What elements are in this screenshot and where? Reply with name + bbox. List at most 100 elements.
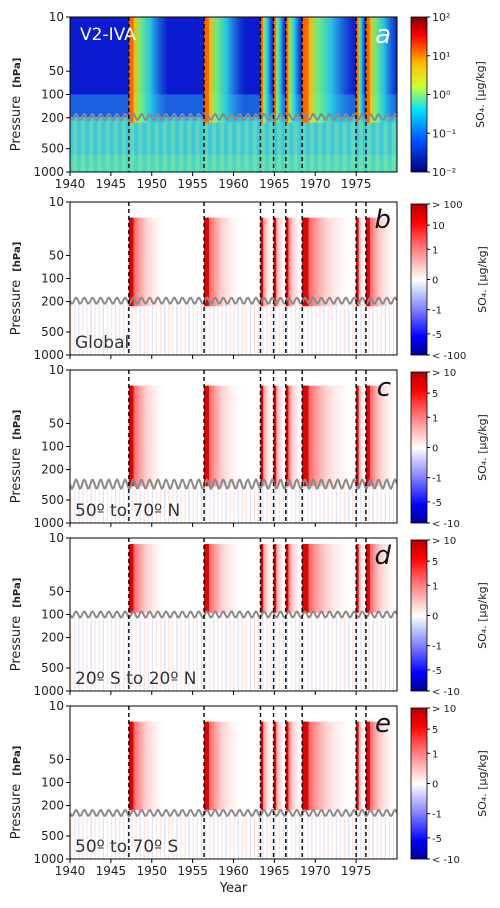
plume-core	[260, 217, 263, 307]
plume-core	[365, 721, 370, 811]
plot-area-c	[70, 370, 397, 523]
plume-core	[273, 217, 277, 307]
noise-streak	[221, 302, 223, 355]
noise-streak	[82, 302, 84, 355]
y-axis-label: Pressure [hPa]	[9, 578, 24, 672]
sulfate-plume	[365, 385, 397, 487]
noise-streak	[360, 486, 362, 523]
y-tick-label: 1000	[33, 852, 64, 866]
noise-streak	[278, 814, 280, 859]
noise-streak	[372, 302, 374, 355]
noise-streak	[86, 302, 88, 355]
noise-streak	[127, 814, 129, 859]
noise-streak	[331, 814, 333, 859]
y-axis-label-text: Pressure	[9, 280, 24, 336]
noise-streak	[180, 302, 182, 355]
noise-streak	[159, 616, 162, 691]
noise-streak	[274, 616, 276, 691]
noise-streak	[184, 616, 186, 691]
noise-streak	[282, 616, 284, 691]
noise-streak	[176, 486, 178, 523]
noise-streak	[86, 616, 88, 691]
x-tick-label: 1970	[300, 864, 331, 878]
colorbar-tick-label: 5	[432, 389, 438, 400]
noise-streak	[74, 486, 76, 523]
noise-streak	[258, 814, 260, 859]
noise-streak	[90, 814, 92, 859]
plot-area-a	[70, 17, 397, 172]
noise-streak	[164, 616, 166, 691]
y-tick-label: 200	[41, 631, 64, 645]
noise-streak	[135, 814, 137, 859]
colorbar	[410, 539, 428, 692]
x-tick-label: 1970	[300, 177, 331, 191]
noise-streak	[155, 616, 158, 691]
noise-streak	[282, 486, 284, 523]
noise-streak	[102, 616, 104, 691]
colorbar-tick-label: 0	[432, 612, 438, 623]
sulfate-plume	[302, 385, 356, 487]
x-tick-label: 1945	[96, 864, 127, 878]
noise-streak	[114, 814, 117, 859]
y-tick-label: 50	[49, 752, 64, 766]
seasonal-stripe	[326, 120, 331, 172]
x-tick-label: 1965	[259, 864, 290, 878]
plot-area-d	[70, 538, 397, 691]
noise-streak	[278, 486, 280, 523]
noise-streak	[335, 814, 337, 859]
colorbar-tick-label: 1	[432, 581, 438, 592]
noise-streak	[372, 616, 374, 691]
seasonal-stripe	[146, 120, 151, 172]
noise-streak	[262, 486, 264, 523]
noise-streak	[119, 814, 121, 859]
colorbar-tick-label: 0	[432, 276, 438, 287]
noise-streak	[384, 616, 387, 691]
plume-core	[285, 17, 289, 123]
sulfate-plume	[128, 721, 169, 811]
noise-streak	[352, 486, 354, 523]
sulfate-plume	[365, 17, 397, 123]
noise-streak	[70, 814, 72, 859]
noise-streak	[302, 814, 305, 859]
noise-streak	[339, 814, 342, 859]
noise-streak	[241, 814, 243, 859]
noise-streak	[311, 486, 313, 523]
seasonal-stripe	[350, 120, 355, 172]
x-tick-label: 1955	[177, 864, 208, 878]
noise-streak	[213, 814, 215, 859]
noise-streak	[82, 486, 84, 523]
colorbar-tick-label: 10	[432, 221, 445, 232]
sulfate-plume	[302, 17, 356, 123]
x-tick-label: 1955	[177, 177, 208, 191]
noise-streak	[270, 302, 272, 355]
y-axis-label-text: Pressure	[9, 96, 24, 152]
colorbar-tick-label: -5	[432, 498, 442, 509]
plume-core	[365, 217, 370, 307]
y-axis-unit: [hPa]	[12, 58, 23, 88]
colorbar-tick-label: -5	[432, 330, 442, 341]
colorbar-label: SO₄. [μg/kg]	[476, 246, 489, 313]
noise-streak	[307, 302, 309, 355]
seasonal-stripe	[358, 120, 364, 172]
noise-streak	[286, 616, 288, 691]
seasonal-stripe	[187, 120, 192, 172]
noise-streak	[229, 302, 231, 355]
y-tick-label: 100	[41, 88, 64, 102]
noise-streak	[262, 302, 264, 355]
noise-streak	[208, 302, 211, 355]
sulfate-plume	[273, 17, 286, 123]
noise-streak	[172, 616, 174, 691]
noise-streak	[270, 814, 272, 859]
seasonal-stripe	[179, 120, 184, 172]
noise-streak	[331, 486, 333, 523]
plume-core	[365, 385, 370, 487]
noise-streak	[151, 302, 154, 355]
seasonal-stripe	[154, 120, 159, 172]
colorbar-tick-label: 10⁻¹	[432, 127, 456, 140]
noise-streak	[86, 486, 88, 523]
noise-streak	[319, 814, 321, 859]
noise-streak	[335, 616, 337, 691]
noise-streak	[127, 616, 129, 691]
y-tick-label: 10	[49, 699, 64, 713]
